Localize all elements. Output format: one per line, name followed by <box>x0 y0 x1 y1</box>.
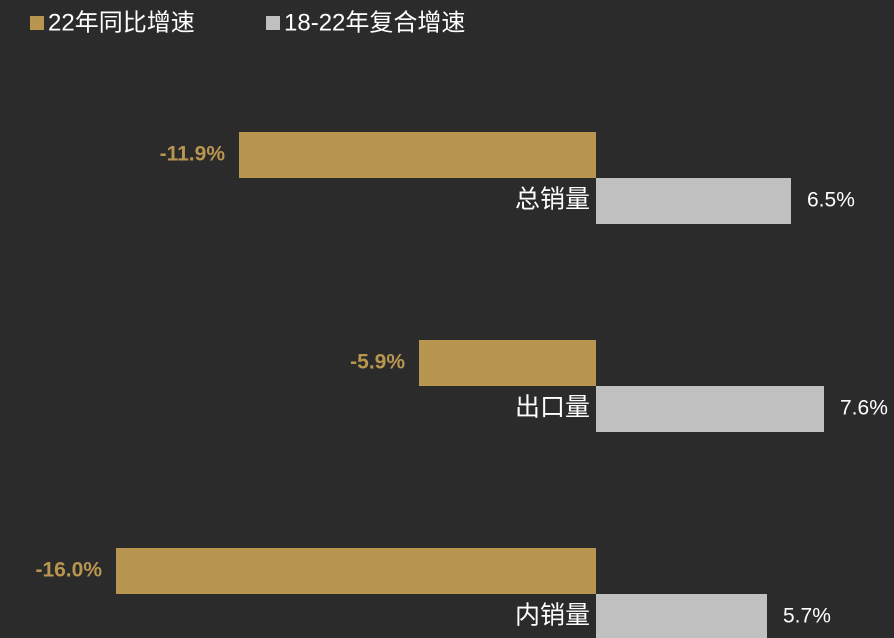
category-label: 内销量 <box>515 602 590 630</box>
bar <box>116 548 596 594</box>
bar <box>596 594 767 638</box>
value-label: 6.5% <box>807 189 855 212</box>
bar <box>596 386 824 432</box>
category-label: 出口量 <box>515 394 590 422</box>
bar <box>419 340 596 386</box>
legend-label: 18-22年复合增速 <box>284 9 465 36</box>
bar <box>239 132 596 178</box>
value-label: -5.9% <box>350 351 405 374</box>
legend-label: 22年同比增速 <box>48 9 195 36</box>
category-label: 总销量 <box>515 186 590 214</box>
value-label: -11.9% <box>160 143 226 166</box>
value-label: 7.6% <box>840 397 888 420</box>
legend-swatch <box>30 16 44 30</box>
legend-swatch <box>266 16 280 30</box>
value-label: 5.7% <box>783 605 831 628</box>
bar <box>596 178 791 224</box>
value-label: -16.0% <box>35 559 102 582</box>
